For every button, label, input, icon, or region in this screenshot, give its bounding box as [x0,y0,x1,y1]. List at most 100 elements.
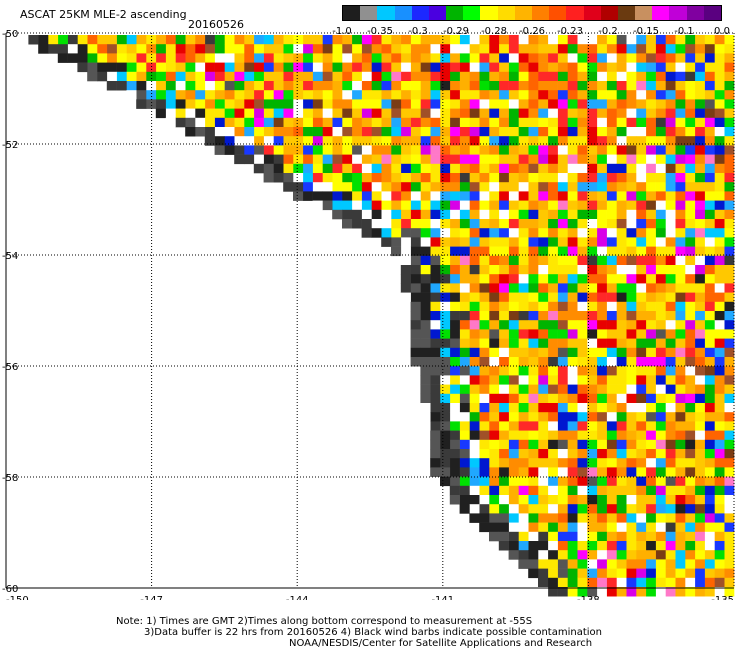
wind-cell [420,108,431,119]
wind-cell [459,127,470,137]
wind-cell [400,136,411,146]
wind-cell [410,191,421,201]
wind-cell [528,228,539,238]
wind-cell [479,265,490,275]
wind-cell [283,136,294,146]
wind-cell [489,301,500,312]
wind-cell [547,439,558,450]
wind-cell [449,228,460,238]
wind-cell [479,513,490,523]
wind-cell [410,219,421,229]
wind-cell [538,209,549,220]
wind-cell [675,90,686,100]
wind-cell [400,145,411,155]
wind-cell [587,228,598,238]
wind-cell [547,108,558,119]
wind-cell [714,35,725,45]
wind-cell [724,311,735,321]
wind-cell [440,219,451,229]
wind-cell [440,53,451,63]
wind-cell [234,71,245,82]
wind-cell [675,127,686,137]
wind-cell [263,145,274,155]
wind-cell [489,412,500,422]
wind-cell [479,145,490,155]
wind-cell [508,209,519,220]
wind-cell [263,62,274,73]
wind-cell [87,53,98,63]
wind-cell [645,173,656,183]
wind-cell [655,265,666,275]
wind-cell [518,449,529,459]
wind-cell [665,587,676,597]
wind-cell [528,35,539,45]
wind-cell [694,292,705,303]
wind-cell [567,439,578,450]
wind-cell [195,81,206,91]
wind-cell [547,329,558,339]
wind-cell [714,357,725,367]
wind-cell [547,495,558,505]
wind-cell [596,99,607,109]
wind-cell [459,495,470,505]
wind-cell [577,44,588,54]
wind-cell [479,191,490,201]
wind-cell [136,53,147,63]
wind-cell [694,485,705,496]
wind-cell [459,311,470,321]
wind-cell [685,81,696,91]
wind-cell [685,292,696,303]
wind-cell [440,403,451,413]
wind-cell [636,255,647,266]
wind-cell [381,182,392,192]
wind-cell [508,191,519,201]
wind-cell [400,246,411,257]
wind-cell [312,53,323,63]
wind-cell [508,292,519,303]
wind-cell [518,384,529,395]
wind-cell [440,191,451,201]
wind-cell [557,265,568,275]
wind-cell [116,81,127,91]
wind-cell [449,173,460,183]
wind-cell [381,117,392,128]
wind-cell [293,182,304,192]
wind-cell [596,384,607,395]
wind-cell [449,246,460,257]
wind-cell [430,71,441,82]
wind-cell [616,485,627,496]
wind-cell [655,237,666,247]
wind-cell [724,338,735,349]
wind-cell [479,366,490,376]
wind-cell [587,154,598,165]
wind-cell [224,44,235,54]
wind-cell [498,292,509,303]
wind-cell [489,182,500,192]
wind-cell [675,467,686,477]
wind-cell [469,44,480,54]
wind-cell [459,44,470,54]
wind-cell [116,53,127,63]
wind-cell [547,577,558,588]
wind-cell [312,108,323,119]
wind-cell [253,154,264,165]
wind-cell [391,237,402,247]
wind-cell [508,274,519,284]
wind-cell [351,117,362,128]
wind-cell [440,154,451,165]
wind-cell [577,393,588,404]
wind-cell [616,384,627,395]
wind-cell [704,301,715,312]
wind-cell [518,311,529,321]
wind-cell [704,219,715,229]
wind-cell [567,412,578,422]
wind-cell [518,458,529,468]
wind-cell [616,237,627,247]
wind-cell [675,154,686,165]
wind-cell [469,136,480,146]
wind-cell [155,108,166,119]
wind-cell [577,71,588,82]
wind-cell [704,338,715,349]
wind-cell [469,71,480,82]
wind-cell [547,255,558,266]
